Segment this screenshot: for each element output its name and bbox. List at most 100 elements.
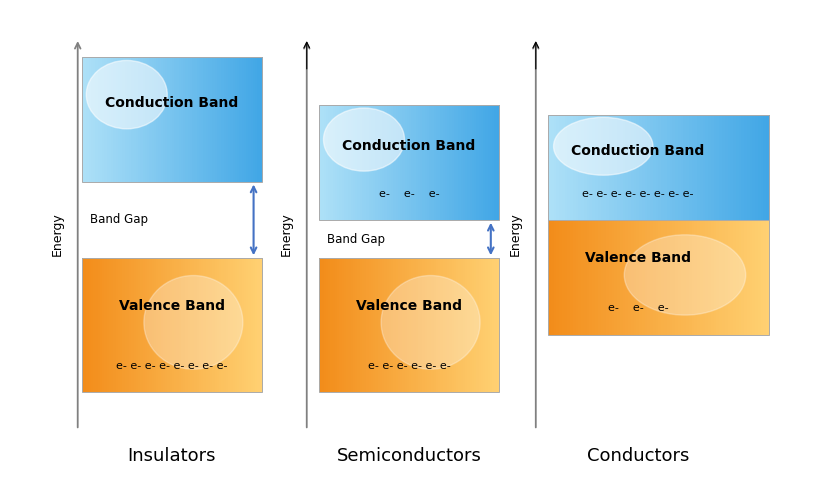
Bar — [407, 258, 410, 392]
Bar — [393, 105, 397, 220]
Bar — [739, 115, 742, 220]
Bar — [357, 105, 360, 220]
Bar — [111, 57, 115, 182]
Bar — [396, 258, 398, 392]
Bar — [488, 258, 491, 392]
Bar — [190, 57, 193, 182]
Bar — [156, 57, 159, 182]
Bar — [705, 115, 709, 220]
Bar — [476, 258, 479, 392]
Bar — [440, 258, 443, 392]
Bar — [653, 220, 657, 335]
Bar — [634, 115, 637, 220]
Bar — [208, 258, 211, 392]
Bar — [253, 57, 256, 182]
Text: Conduction Band: Conduction Band — [572, 143, 704, 158]
Bar — [650, 220, 654, 335]
Bar — [142, 258, 146, 392]
Bar — [177, 258, 179, 392]
Bar — [584, 220, 587, 335]
Bar — [694, 220, 698, 335]
Bar — [239, 258, 242, 392]
Bar — [169, 57, 173, 182]
Bar — [344, 105, 347, 220]
Bar — [689, 220, 692, 335]
Bar — [653, 115, 657, 220]
Bar — [151, 258, 155, 392]
Bar — [199, 57, 202, 182]
Bar — [741, 220, 745, 335]
Bar — [470, 258, 473, 392]
Bar — [492, 105, 496, 220]
Bar — [420, 105, 424, 220]
Bar — [201, 57, 204, 182]
Bar — [600, 115, 604, 220]
Bar — [87, 258, 89, 392]
Bar — [337, 105, 340, 220]
Bar — [389, 258, 392, 392]
Bar — [228, 57, 231, 182]
Text: Valence Band: Valence Band — [585, 251, 691, 265]
Bar — [404, 105, 407, 220]
Bar — [353, 258, 356, 392]
Bar — [434, 258, 437, 392]
Bar — [391, 258, 394, 392]
Bar — [398, 105, 401, 220]
Bar — [249, 57, 251, 182]
Bar — [436, 258, 439, 392]
Bar — [335, 258, 338, 392]
Bar — [348, 258, 352, 392]
Bar — [138, 57, 142, 182]
Bar — [231, 258, 233, 392]
Bar — [138, 258, 142, 392]
Bar — [736, 115, 739, 220]
Bar — [490, 258, 493, 392]
Bar — [115, 258, 119, 392]
Bar — [483, 258, 486, 392]
Bar — [650, 115, 654, 220]
Bar — [683, 115, 687, 220]
Bar — [378, 105, 380, 220]
Bar — [330, 105, 334, 220]
Bar — [115, 57, 119, 182]
Bar — [337, 258, 340, 392]
Bar — [249, 258, 251, 392]
Bar — [452, 105, 455, 220]
Bar — [551, 115, 555, 220]
Bar — [492, 258, 496, 392]
Bar — [346, 258, 349, 392]
Bar — [389, 105, 392, 220]
Bar — [733, 115, 737, 220]
Bar — [620, 115, 623, 220]
Bar — [113, 57, 116, 182]
Text: e- e- e- e- e- e-: e- e- e- e- e- e- — [367, 361, 451, 370]
Bar — [490, 105, 493, 220]
Bar — [568, 115, 571, 220]
Ellipse shape — [624, 235, 746, 315]
Bar — [213, 57, 215, 182]
Bar — [606, 220, 609, 335]
Bar — [259, 258, 263, 392]
Bar — [697, 220, 701, 335]
Bar — [581, 220, 585, 335]
Bar — [447, 258, 451, 392]
Bar — [648, 115, 651, 220]
Bar — [355, 105, 358, 220]
Bar — [246, 57, 249, 182]
Bar — [573, 220, 577, 335]
Bar — [342, 105, 344, 220]
Bar — [221, 57, 224, 182]
Bar — [400, 258, 403, 392]
Bar — [642, 220, 645, 335]
Bar — [645, 220, 649, 335]
Bar — [357, 258, 360, 392]
Bar — [195, 258, 197, 392]
Bar — [371, 258, 374, 392]
Bar — [205, 258, 209, 392]
Bar — [332, 258, 335, 392]
Bar — [497, 258, 500, 392]
Bar — [210, 57, 213, 182]
Bar — [149, 258, 152, 392]
Bar — [196, 57, 200, 182]
Bar — [409, 258, 412, 392]
